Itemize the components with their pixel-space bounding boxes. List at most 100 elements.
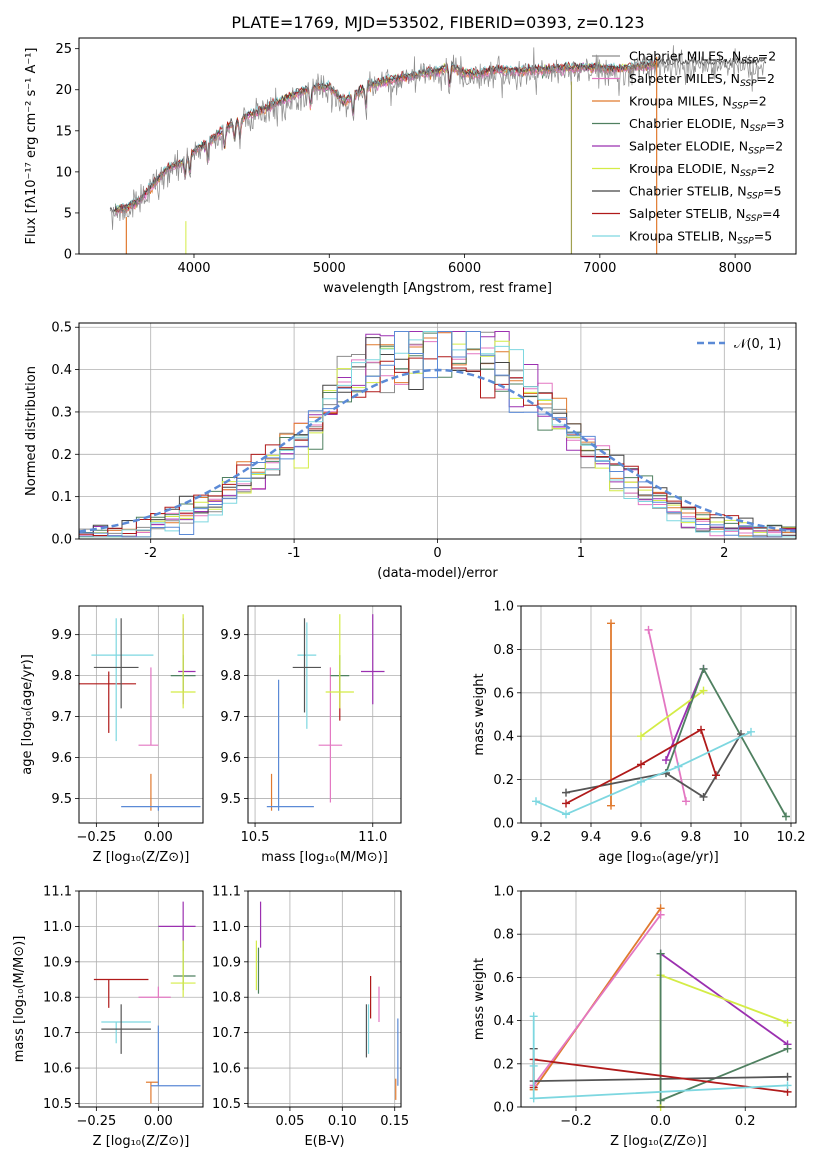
weight-marker xyxy=(607,801,615,810)
legend-text: =4 xyxy=(762,206,780,221)
weight-line xyxy=(647,629,687,802)
weight-line xyxy=(532,914,662,1086)
tick-label-x: 9.4 xyxy=(581,830,602,845)
legend-text: Chabrier STELIB, N xyxy=(629,184,747,199)
tick-label-x: 10.5 xyxy=(241,830,270,845)
tick-label-y: 15 xyxy=(55,124,72,139)
tick-label-x: 0.00 xyxy=(144,1114,173,1129)
tick-label-y: 9.5 xyxy=(220,792,241,807)
tick-label-x: 9.8 xyxy=(681,830,702,845)
weight-marker xyxy=(532,797,540,806)
panel-mass-vs-ebv: 0.05 0.10 0.15 10.5 10.6 10.7 10.8 10.9 11.0 11.1… xyxy=(212,885,409,1150)
legend-sub: SSP xyxy=(740,79,757,89)
x-axis-label: mass [log₁₀(M/M⊙)] xyxy=(261,850,388,865)
label-part: E(B-V) xyxy=(304,1134,344,1149)
tick-label-y: 10.7 xyxy=(43,1026,72,1041)
legend-text: =2 xyxy=(765,139,783,154)
panel-spectrum: 4000 5000 6000 7000 8000 0 5 10 15 20 25 wavelength… xyxy=(24,37,797,296)
label-part: age [log₁₀(age/yr)] xyxy=(598,850,719,865)
tick-label-y: 10.5 xyxy=(212,1097,241,1112)
tick-label-y: 0.0 xyxy=(493,817,514,832)
axes-frame xyxy=(247,605,402,824)
weight-marker xyxy=(637,760,645,769)
tick-label-x: 8000 xyxy=(719,261,752,276)
legend-label: Kroupa ELODIE, NSSP=2 xyxy=(629,161,775,179)
legend-label: Chabrier MILES, NSSP=2 xyxy=(629,49,776,67)
tick-label-x: 4000 xyxy=(177,261,210,276)
legend-text: =5 xyxy=(763,184,781,199)
tick-label-x: -2 xyxy=(144,546,157,561)
weight-line xyxy=(565,733,742,799)
legend-text: =2 xyxy=(748,94,766,109)
weight-marker xyxy=(656,910,665,919)
legend-sub: SSP xyxy=(748,147,765,157)
tick-label-y: 10.7 xyxy=(212,1026,241,1041)
panel-mass-weight-vs-Z: −0.2 0.0 0.2 0.0 0.2 0.4 0.6 0.8 1.0 Z [log₁₀(Z/Z… xyxy=(472,885,797,1149)
tick-label-y: 11.0 xyxy=(43,920,72,935)
weight-marker xyxy=(529,1061,538,1070)
axes-frame xyxy=(520,605,797,824)
legend-sub: SSP xyxy=(749,124,766,134)
legend-text: Salpeter ELODIE, N xyxy=(629,139,748,154)
y-axis-label: mass [log₁₀(M/M⊙)] xyxy=(12,936,27,1063)
y-axis-label: mass weight xyxy=(472,958,487,1040)
weight-marker xyxy=(699,664,708,673)
label-part: mass weight xyxy=(472,958,487,1040)
weight-marker xyxy=(674,762,683,771)
tick-label-x: 1 xyxy=(577,546,585,561)
panel-mass-vs-Z: −0.25 0.00 10.5 10.6 10.7 10.8 10.9 11.0 11.1 Z [… xyxy=(12,885,204,1149)
legend-text: Salpeter STELIB, N xyxy=(629,206,745,221)
weight-marker xyxy=(783,1072,792,1081)
tick-label-y: 0.6 xyxy=(493,686,514,701)
weight-marker xyxy=(747,727,755,736)
y-axis-label: mass weight xyxy=(472,673,487,755)
tick-label-y: 10.9 xyxy=(212,955,241,970)
legend-text: Salpeter MILES, N xyxy=(629,71,740,86)
weight-marker xyxy=(607,619,615,628)
tick-label-x: 7000 xyxy=(583,261,616,276)
legend-sub: SSP xyxy=(732,102,749,112)
axes-frame xyxy=(78,890,204,1108)
weight-line xyxy=(532,1016,788,1100)
tick-label-y: 1.0 xyxy=(493,600,514,615)
tick-label-y: 10 xyxy=(55,165,72,180)
tick-label-y: 0.8 xyxy=(493,643,514,658)
legend-text: =3 xyxy=(766,116,784,131)
tick-label-y: 0.8 xyxy=(493,928,514,943)
tick-label-y: 0.3 xyxy=(51,405,72,420)
tick-label-x: 0.10 xyxy=(328,1114,357,1129)
label-part: Z [log₁₀(Z/Z⊙)] xyxy=(93,1134,190,1149)
tick-label-y: 9.9 xyxy=(51,628,72,643)
tick-label-y: 11.1 xyxy=(43,885,72,900)
tick-label-x: 2 xyxy=(720,546,728,561)
legend-text: =2 xyxy=(758,49,776,64)
weight-marker xyxy=(637,732,645,741)
tick-label-y: 11.0 xyxy=(212,920,241,935)
legend-label: Salpeter STELIB, NSSP=4 xyxy=(629,206,780,224)
tick-label-y: 9.9 xyxy=(220,628,241,643)
weight-marker xyxy=(712,771,720,780)
tick-label-x: 0.0 xyxy=(650,1114,671,1129)
tick-label-y: 9.8 xyxy=(51,669,72,684)
weight-marker xyxy=(682,797,690,806)
legend-sub: SSP xyxy=(740,169,757,179)
tick-label-y: 0.4 xyxy=(51,363,72,378)
legend-label: 𝒩(0, 1) xyxy=(734,337,781,352)
legend-label: Salpeter ELODIE, NSSP=2 xyxy=(629,139,783,157)
tick-label-y: 9.8 xyxy=(220,669,241,684)
weight-marker xyxy=(562,799,570,808)
label-part: mass weight xyxy=(472,673,487,755)
tick-label-y: 10.5 xyxy=(43,1097,72,1112)
tick-label-x: 6000 xyxy=(448,261,481,276)
tick-label-y: 0.4 xyxy=(493,730,514,745)
weight-marker xyxy=(644,625,653,634)
label-part: age [log₁₀(age/yr)] xyxy=(20,654,35,775)
legend-label: Chabrier STELIB, NSSP=5 xyxy=(629,184,782,202)
tick-label-y: 0.5 xyxy=(51,321,72,336)
label-part: wavelength [Angstrom, rest frame] xyxy=(323,281,552,296)
weight-marker xyxy=(782,812,790,821)
x-axis-label: (data-model)/error xyxy=(377,566,498,581)
legend-text: =2 xyxy=(757,161,775,176)
y-axis-label: Normed distribution xyxy=(24,366,39,496)
tick-label-y: 10.6 xyxy=(43,1062,72,1077)
